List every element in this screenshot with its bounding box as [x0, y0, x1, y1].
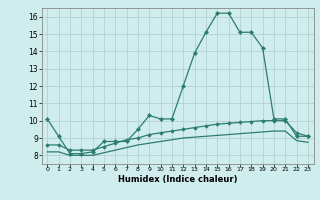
X-axis label: Humidex (Indice chaleur): Humidex (Indice chaleur) [118, 175, 237, 184]
